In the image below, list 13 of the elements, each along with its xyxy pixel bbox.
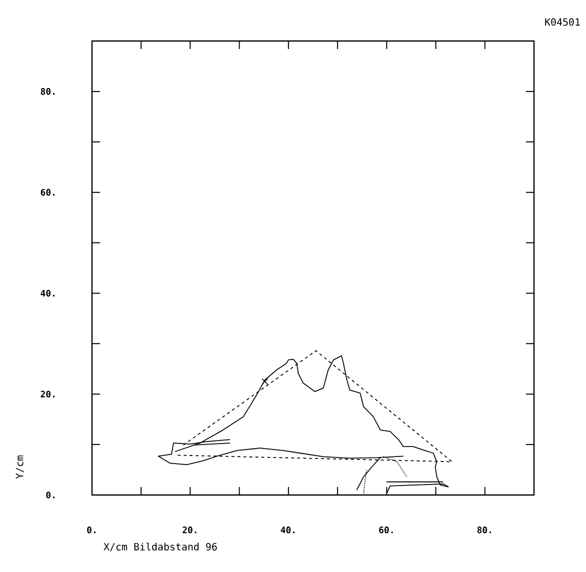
x-axis-title: X/cm Bildabstand 96 bbox=[104, 542, 217, 552]
x-tick-label: 80. bbox=[477, 526, 492, 534]
y-tick-label: 80. bbox=[40, 88, 55, 95]
y-tick-label: 0. bbox=[46, 492, 55, 498]
x-tick-label: 0. bbox=[87, 526, 96, 534]
x-tick-label: 40. bbox=[280, 526, 295, 534]
y-tick-label: 20. bbox=[40, 390, 55, 398]
x-tick-label: 60. bbox=[379, 526, 393, 534]
y-tick-label: 40. bbox=[40, 290, 55, 297]
y-tick-label: 60. bbox=[40, 188, 55, 196]
x-tick-label: 20. bbox=[182, 526, 196, 534]
text: K04501 bbox=[545, 18, 580, 26]
y-axis-title: Y/cm bbox=[16, 455, 24, 479]
